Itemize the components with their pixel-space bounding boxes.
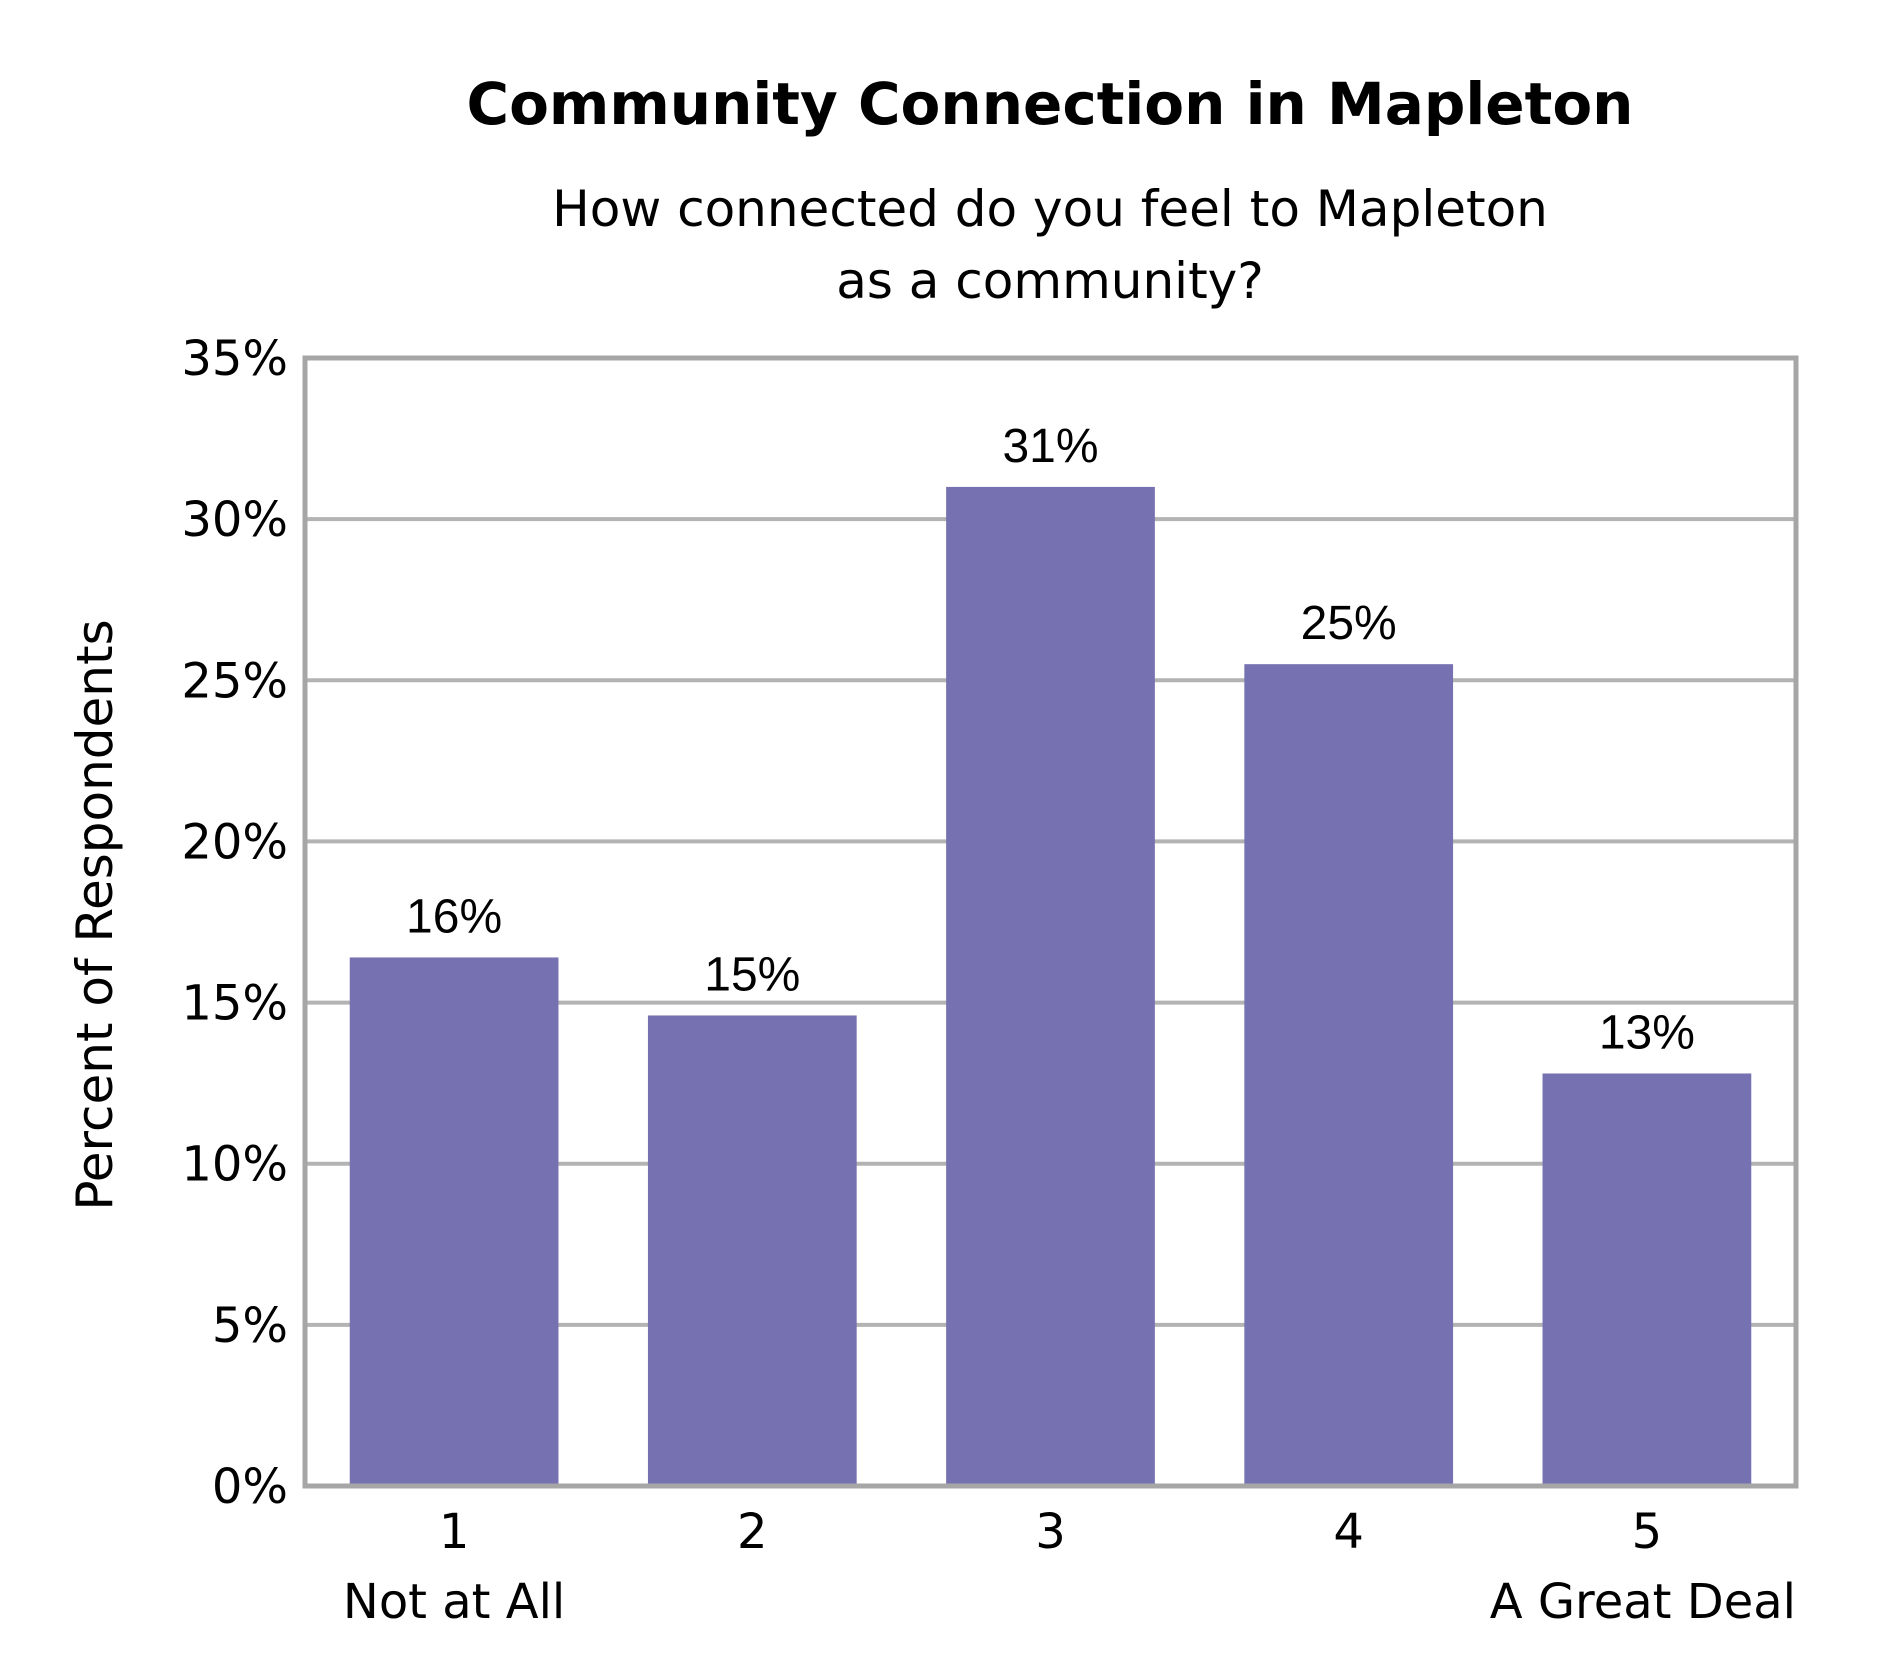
x-tick-label-2: 2: [737, 1504, 768, 1560]
y-tick-label: 35%: [181, 331, 288, 387]
data-label-3: 31%: [1002, 420, 1098, 473]
y-tick-label: 20%: [181, 814, 288, 870]
data-label-4: 25%: [1301, 597, 1397, 650]
y-tick-label: 25%: [181, 653, 288, 709]
x-tick-label-1: 1: [439, 1504, 470, 1560]
y-tick-label: 30%: [181, 492, 288, 548]
chart-subtitle-line-1: How connected do you feel to Mapleton: [552, 180, 1548, 238]
y-tick-label: 0%: [212, 1459, 288, 1515]
bar-5: [1542, 1073, 1752, 1486]
chart-subtitle-line-2: as a community?: [836, 252, 1264, 310]
plot-frame: [302, 355, 1799, 1489]
y-tick-label: 10%: [181, 1137, 288, 1193]
bar-1: [349, 957, 559, 1486]
x-tick-sublabel-1: Not at All: [343, 1574, 565, 1630]
x-tick-label-5: 5: [1632, 1504, 1663, 1560]
chart-title: Community Connection in Mapleton: [467, 70, 1634, 138]
y-tick-label: 15%: [181, 976, 288, 1032]
x-tick-label-3: 3: [1035, 1504, 1066, 1560]
data-label-2: 15%: [704, 948, 800, 1001]
data-labels: 16% 15% 31% 25% 13%: [406, 420, 1695, 1060]
y-axis-label: Percent of Respondents: [66, 619, 124, 1210]
bar-2: [647, 1015, 857, 1486]
x-axis-ticks: 1 Not at All 2 3 4 5 A Great Deal: [343, 1504, 1796, 1630]
x-tick-sublabel-5: A Great Deal: [1490, 1574, 1796, 1630]
y-axis-ticks: 0% 5% 10% 15% 20% 25% 30% 35%: [181, 331, 288, 1515]
data-label-1: 16%: [406, 890, 502, 943]
bars: [349, 486, 1752, 1486]
x-tick-label-4: 4: [1333, 1504, 1364, 1560]
data-label-5: 13%: [1599, 1006, 1695, 1059]
y-tick-label: 5%: [212, 1298, 288, 1354]
bar-4: [1244, 664, 1454, 1486]
bar-3: [946, 486, 1155, 1486]
